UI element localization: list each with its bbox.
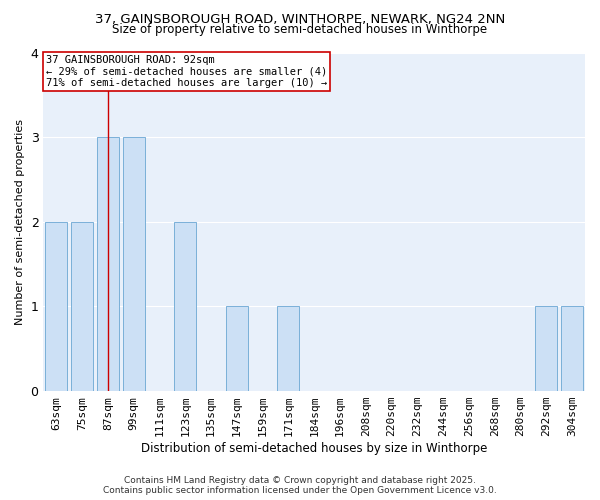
X-axis label: Distribution of semi-detached houses by size in Winthorpe: Distribution of semi-detached houses by …	[141, 442, 487, 455]
Bar	[97, 137, 119, 391]
Bar	[226, 306, 248, 391]
Bar	[535, 306, 557, 391]
Bar	[561, 306, 583, 391]
Text: 37, GAINSBOROUGH ROAD, WINTHORPE, NEWARK, NG24 2NN: 37, GAINSBOROUGH ROAD, WINTHORPE, NEWARK…	[95, 12, 505, 26]
Bar	[277, 306, 299, 391]
Bar	[71, 222, 93, 391]
Y-axis label: Number of semi-detached properties: Number of semi-detached properties	[15, 119, 25, 325]
Bar	[174, 222, 196, 391]
Text: 37 GAINSBOROUGH ROAD: 92sqm
← 29% of semi-detached houses are smaller (4)
71% of: 37 GAINSBOROUGH ROAD: 92sqm ← 29% of sem…	[46, 55, 327, 88]
Text: Contains HM Land Registry data © Crown copyright and database right 2025.
Contai: Contains HM Land Registry data © Crown c…	[103, 476, 497, 495]
Text: Size of property relative to semi-detached houses in Winthorpe: Size of property relative to semi-detach…	[112, 22, 488, 36]
Bar	[46, 222, 67, 391]
Bar	[123, 137, 145, 391]
